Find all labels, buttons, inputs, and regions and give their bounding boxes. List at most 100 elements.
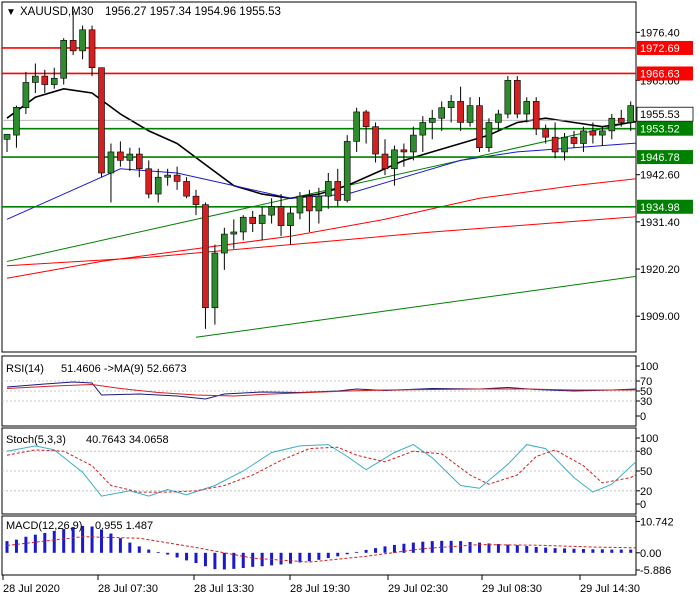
macd-histogram-bar (374, 548, 377, 553)
candle-body-bear (184, 181, 190, 196)
macd-histogram-bar (582, 549, 585, 553)
candle-body-bull (609, 118, 615, 131)
candle-body-bull (221, 234, 227, 253)
macd-histogram-bar (261, 553, 264, 566)
candle-body-bull (32, 76, 38, 82)
macd-histogram-bar (100, 529, 103, 552)
macd-histogram-bar (667, 550, 670, 553)
candle-body-bull (325, 181, 331, 196)
macd-histogram-bar (62, 529, 65, 553)
macd-histogram-bar (204, 553, 207, 566)
macd-histogram-bar (289, 553, 292, 564)
macd-histogram-bar (355, 552, 358, 553)
time-tick-label: 29 Jul 14:30 (580, 583, 640, 595)
macd-histogram-bar (24, 537, 27, 553)
macd-histogram-bar (554, 548, 557, 553)
candle-body-bear (117, 152, 123, 160)
dropdown-arrow-icon[interactable]: ▼ (6, 7, 16, 18)
price-tick-label: 1976.40 (640, 27, 680, 39)
rsi-tick-label: 30 (640, 396, 652, 408)
candle-body-bull (212, 253, 218, 308)
macd-histogram-bar (43, 533, 46, 553)
candle[interactable] (477, 97, 483, 152)
candle-body-bear (42, 76, 48, 84)
candle-body-bull (467, 106, 473, 123)
macd-histogram-bar (676, 550, 679, 553)
price-tick-label: 1931.40 (640, 217, 680, 229)
stoch-values: 40.7643 34.0658 (86, 434, 169, 446)
macd-histogram-bar (166, 553, 169, 555)
candle-body-bull (420, 122, 426, 135)
candle-body-bear (590, 131, 596, 135)
candle-body-bull (439, 108, 445, 119)
candle-body-bear (618, 118, 624, 122)
macd-values: 0.955 1.487 (95, 520, 153, 532)
candle-body-bear (202, 205, 208, 308)
candle-body-bear (373, 127, 379, 154)
macd-histogram-bar (53, 531, 56, 553)
candle[interactable] (505, 76, 511, 118)
candle[interactable] (486, 118, 492, 152)
time-tick-label: 28 Jul 13:30 (194, 583, 254, 595)
level-price-label: 1972.69 (640, 43, 680, 55)
candle-body-bull (628, 106, 634, 123)
candle-body-bull (80, 30, 86, 51)
candle-body-bull (354, 112, 360, 141)
candle-body-bull (316, 196, 322, 211)
macd-histogram-bar (157, 552, 160, 553)
macd-histogram-bar (610, 550, 613, 553)
macd-histogram-bar (393, 545, 396, 553)
candle-body-bull (269, 207, 275, 215)
time-tick-label: 28 Jul 07:30 (98, 583, 158, 595)
macd-tick-label: 0.00 (640, 548, 661, 560)
macd-tick-label: -5.886 (640, 565, 671, 577)
candle-body-bull (562, 137, 568, 152)
macd-histogram-bar (128, 543, 131, 553)
candle-body-bull (127, 154, 133, 160)
candle-body-bull (259, 215, 265, 223)
macd-histogram-bar (308, 553, 311, 561)
macd-histogram-bar (242, 553, 245, 568)
time-tick-label: 29 Jul 08:30 (482, 583, 542, 595)
macd-histogram-bar (525, 546, 528, 553)
candle-body-bull (391, 150, 397, 169)
candle-body-bull (580, 131, 586, 144)
candle-body-bull (524, 101, 530, 114)
stoch-tick-label: 100 (640, 433, 658, 445)
macd-histogram-bar (195, 553, 198, 563)
current-price-label: 1955.53 (640, 109, 680, 121)
candle[interactable] (99, 68, 105, 178)
candle-body-bull (410, 135, 416, 152)
candle-body-bear (552, 137, 558, 152)
macd-histogram-bar (327, 553, 330, 558)
macd-header: MACD(12,26,9) 0.955 1.487 (6, 520, 153, 532)
level-price-label: 1946.78 (640, 152, 680, 164)
macd-histogram-bar (223, 553, 226, 570)
candle[interactable] (514, 76, 520, 118)
macd-histogram-bar (138, 546, 141, 552)
candle-body-bear (146, 169, 152, 194)
price-tick-label: 1909.00 (640, 311, 680, 323)
main-pane-frame (2, 2, 636, 352)
candle-body-bear (382, 154, 388, 169)
macd-histogram-bar (34, 535, 37, 553)
candle-body-bull (4, 134, 10, 139)
candle[interactable] (694, 114, 700, 131)
time-tick-label: 29 Jul 02:30 (388, 583, 448, 595)
candle[interactable] (61, 38, 67, 84)
macd-histogram-bar (15, 540, 18, 553)
candle-body-bull (231, 232, 237, 234)
macd-histogram-bar (412, 543, 415, 553)
candle[interactable] (344, 135, 350, 202)
macd-histogram-bar (109, 534, 112, 553)
macd-histogram-bar (251, 553, 254, 567)
candle-body-bull (297, 196, 303, 213)
macd-histogram-bar (384, 546, 387, 552)
macd-histogram-bar (497, 544, 500, 553)
macd-histogram-bar (573, 549, 576, 553)
stoch-name: Stoch(5,3,3) (6, 434, 66, 446)
candle-body-bear (401, 150, 407, 152)
level-price-label: 1953.52 (640, 124, 680, 136)
